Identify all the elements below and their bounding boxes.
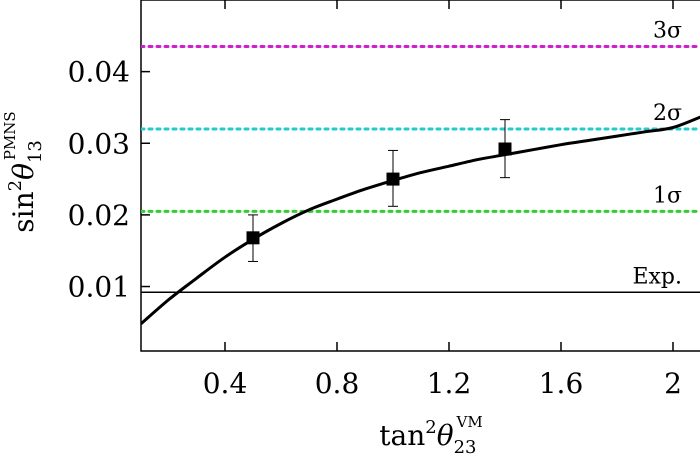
- y-axis-title: sin2θ13 PMNS: [1, 111, 46, 232]
- data-point-0: [246, 231, 260, 245]
- y-axis-ticks: 0.01 0.02 0.03 0.04: [68, 56, 150, 304]
- x-tick-label-4: 2: [664, 367, 682, 400]
- y-tick-label-3: 0.04: [68, 56, 130, 89]
- y-axis-title-greek: θ: [7, 163, 40, 180]
- reference-label-0: Exp.: [632, 264, 682, 289]
- data-point-1: [386, 172, 400, 186]
- reference-lines: [141, 45, 700, 294]
- y-axis-title-sub: 13: [25, 140, 46, 163]
- reference-label-2: 2σ: [653, 101, 682, 126]
- plot-frame: [140, 0, 700, 352]
- fit-curve: [141, 115, 700, 325]
- y-axis-title-base: sin: [7, 191, 40, 232]
- x-axis-title-base: tan: [379, 419, 425, 452]
- y-tick-label-0: 0.01: [68, 271, 130, 304]
- plot-area: [140, 0, 700, 352]
- y-axis-title-sup2: PMNS: [1, 111, 19, 160]
- y-tick-label-2: 0.03: [68, 127, 130, 160]
- points-layer: [246, 119, 512, 262]
- x-axis-title-sub: 23: [454, 437, 477, 455]
- x-tick-label-3: 1.6: [539, 367, 584, 400]
- x-tick-label-1: 0.8: [315, 367, 360, 400]
- x-axis-title: tan2θ23 VM: [379, 413, 482, 455]
- x-axis-ticks: 0.4 0.8 1.2 1.6 2: [203, 0, 682, 400]
- data-point-2: [498, 142, 512, 156]
- reference-label-1: 1σ: [653, 183, 682, 208]
- x-axis-title-greek: θ: [437, 419, 454, 452]
- x-tick-label-2: 1.2: [427, 367, 472, 400]
- x-tick-label-0: 0.4: [203, 367, 248, 400]
- reference-label-3: 3σ: [653, 19, 682, 44]
- x-axis-title-sup1: 2: [425, 417, 436, 438]
- x-axis-title-sup2: VM: [456, 413, 483, 431]
- y-axis-title-sup1: 2: [5, 180, 26, 191]
- reference-labels: Exp. 1σ 2σ 3σ: [632, 19, 682, 290]
- curve-layer: [141, 115, 700, 325]
- y-tick-label-1: 0.02: [68, 199, 130, 232]
